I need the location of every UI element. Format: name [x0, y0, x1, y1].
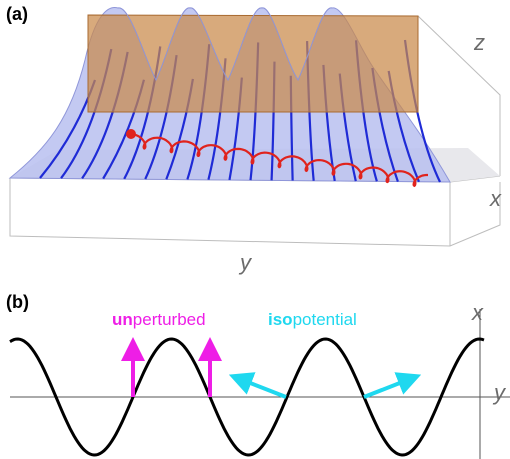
isopotential-label: isopotential	[268, 310, 357, 330]
panel-b-graphic	[9, 309, 510, 459]
unperturbed-label: unperturbed	[112, 310, 206, 330]
axis-y-label-a: y	[240, 250, 251, 275]
axis-x-label-b: x	[472, 300, 483, 325]
isopotential-arrow-2	[363, 372, 422, 399]
particle-start	[126, 129, 136, 139]
axis-y-label-b: y	[494, 380, 505, 405]
isopotential-prefix: iso	[268, 310, 293, 329]
panel-b-label: (b)	[6, 292, 29, 312]
particle-trajectory	[130, 132, 428, 188]
axis-x-label-a: x	[490, 186, 501, 211]
surface-peaks	[117, 7, 333, 82]
sine-curve	[9, 337, 485, 457]
isopotential-rest: potential	[292, 310, 357, 329]
isopotential-plane	[87, 14, 419, 113]
unperturbed-rest: perturbed	[132, 310, 206, 329]
isopotential-arrow-1	[228, 372, 287, 399]
panel-a-graphic	[8, 7, 501, 247]
unperturbed-prefix: un	[112, 310, 133, 329]
axis-z-label: z	[474, 30, 485, 55]
panel-a-label: (a)	[6, 4, 28, 24]
